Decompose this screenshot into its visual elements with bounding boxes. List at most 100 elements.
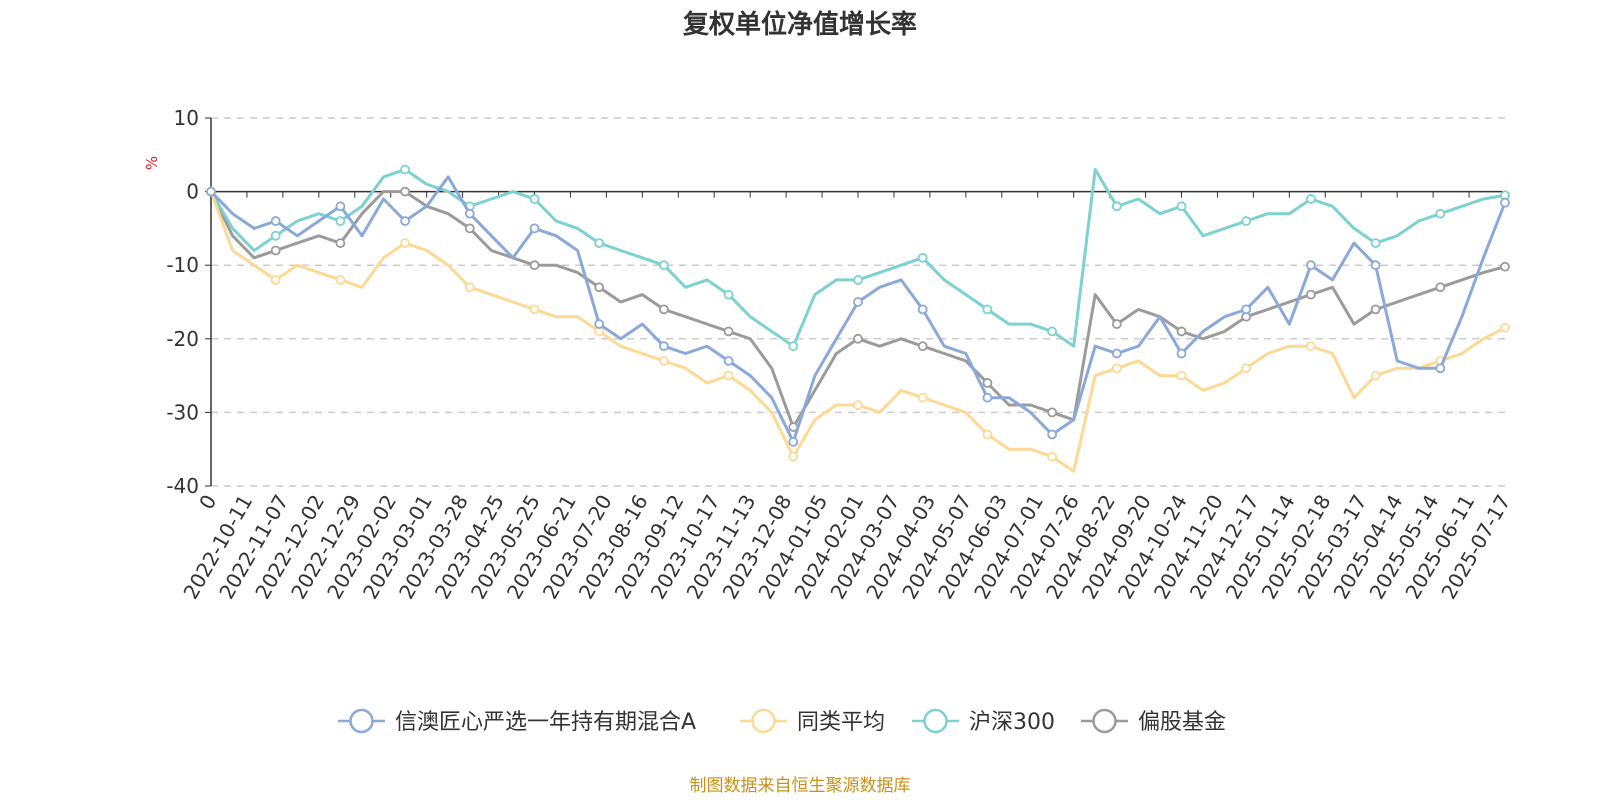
data-point-1 xyxy=(982,429,993,440)
legend-marker-icon xyxy=(1092,708,1117,734)
legend[interactable]: 信澳匠心严选一年持有期混合A 同类平均 沪深300 偏股基金 xyxy=(338,708,1226,735)
data-point-2 xyxy=(1435,208,1446,219)
data-point-3 xyxy=(853,333,863,344)
data-point-2 xyxy=(270,230,281,241)
axes: 100-10-20-30-4002022-10-112022-11-072022… xyxy=(166,106,1515,603)
data-point-1 xyxy=(400,238,411,249)
data-point-3 xyxy=(594,282,605,293)
legend-item-0[interactable]: 信澳匠心严选一年持有期混合A xyxy=(338,708,696,735)
legend-marker-icon xyxy=(349,708,374,734)
y-tick-label: -10 xyxy=(166,253,199,277)
data-point-0 xyxy=(1306,260,1316,271)
data-point-2 xyxy=(788,341,799,352)
y-tick-label: -30 xyxy=(166,400,199,424)
data-point-3 xyxy=(1370,304,1381,315)
data-point-1 xyxy=(1241,363,1252,374)
data-point-0 xyxy=(659,341,669,352)
legend-item-3[interactable]: 偏股基金 xyxy=(1081,708,1226,735)
data-point-3 xyxy=(335,238,346,249)
data-point-0 xyxy=(206,186,216,197)
data-point-0 xyxy=(270,216,281,226)
data-point-0 xyxy=(335,201,346,212)
series-layer xyxy=(206,164,1510,473)
data-point-3 xyxy=(1306,289,1316,300)
x-tick-label: 0 xyxy=(194,491,221,514)
legend-marker-icon xyxy=(751,708,776,734)
data-point-0 xyxy=(788,436,799,447)
data-point-0 xyxy=(464,208,475,219)
data-point-2 xyxy=(594,238,605,249)
data-point-1 xyxy=(1176,370,1187,381)
data-point-0 xyxy=(723,355,734,366)
data-point-1 xyxy=(659,355,669,366)
data-point-1 xyxy=(853,400,863,410)
data-point-0 xyxy=(1370,260,1381,271)
data-point-3 xyxy=(1500,261,1510,272)
legend-marker-icon xyxy=(923,708,948,734)
y-axis-unit: % xyxy=(143,156,161,170)
data-point-1 xyxy=(1047,451,1057,462)
y-tick-label: -20 xyxy=(166,327,199,351)
data-point-2 xyxy=(917,252,928,263)
data-point-0 xyxy=(1111,348,1122,359)
legend-label: 信澳匠心严选一年持有期混合A xyxy=(395,710,696,735)
legend-label: 偏股基金 xyxy=(1138,710,1226,735)
legend-label: 沪深300 xyxy=(969,710,1055,735)
data-point-2 xyxy=(1241,216,1252,226)
y-tick-label: -40 xyxy=(166,474,199,498)
data-point-2 xyxy=(1176,201,1187,212)
data-point-2 xyxy=(529,194,540,204)
data-point-1 xyxy=(1306,341,1316,352)
data-point-2 xyxy=(1370,238,1381,249)
data-point-1 xyxy=(464,282,475,293)
legend-item-2[interactable]: 沪深300 xyxy=(912,708,1055,735)
data-point-2 xyxy=(400,164,411,175)
data-point-3 xyxy=(529,260,540,271)
data-point-3 xyxy=(270,245,281,256)
data-point-0 xyxy=(1047,429,1057,440)
y-tick-label: 10 xyxy=(174,106,199,130)
data-point-2 xyxy=(335,216,346,226)
data-point-1 xyxy=(1370,370,1381,381)
legend-item-1[interactable]: 同类平均 xyxy=(740,708,885,735)
data-point-1 xyxy=(335,275,346,285)
data-point-0 xyxy=(1500,197,1510,208)
data-point-3 xyxy=(464,223,475,234)
legend-label: 同类平均 xyxy=(797,710,885,735)
data-point-0 xyxy=(982,392,993,403)
data-point-0 xyxy=(400,216,411,226)
data-point-0 xyxy=(917,304,928,315)
data-point-1 xyxy=(529,304,540,315)
data-point-2 xyxy=(659,260,669,271)
source-note: 制图数据来自恒生聚源数据库 xyxy=(690,776,911,796)
data-point-2 xyxy=(1306,194,1316,204)
data-point-1 xyxy=(1111,363,1122,374)
chart-title: 复权单位净值增长率 xyxy=(683,9,917,40)
y-tick-label: 0 xyxy=(186,180,199,204)
data-point-3 xyxy=(1176,326,1187,337)
data-point-2 xyxy=(1047,326,1057,337)
data-point-1 xyxy=(788,451,799,462)
data-point-1 xyxy=(917,392,928,403)
data-point-3 xyxy=(982,378,993,388)
data-point-3 xyxy=(723,326,734,337)
data-point-2 xyxy=(723,289,734,300)
data-point-0 xyxy=(1241,304,1252,315)
data-point-1 xyxy=(270,275,281,285)
data-point-3 xyxy=(400,186,411,197)
data-point-3 xyxy=(1435,282,1446,293)
data-point-0 xyxy=(1176,348,1187,359)
data-point-3 xyxy=(1111,319,1122,329)
data-point-3 xyxy=(917,341,928,352)
data-point-3 xyxy=(659,304,669,315)
data-point-2 xyxy=(853,275,863,285)
series-line-1 xyxy=(209,191,1506,473)
data-point-2 xyxy=(1111,201,1122,212)
data-point-3 xyxy=(1047,407,1057,418)
data-point-0 xyxy=(853,297,863,307)
data-point-1 xyxy=(723,370,734,381)
data-point-2 xyxy=(982,304,993,315)
data-point-0 xyxy=(1435,363,1446,374)
series-line-3 xyxy=(209,190,1506,429)
